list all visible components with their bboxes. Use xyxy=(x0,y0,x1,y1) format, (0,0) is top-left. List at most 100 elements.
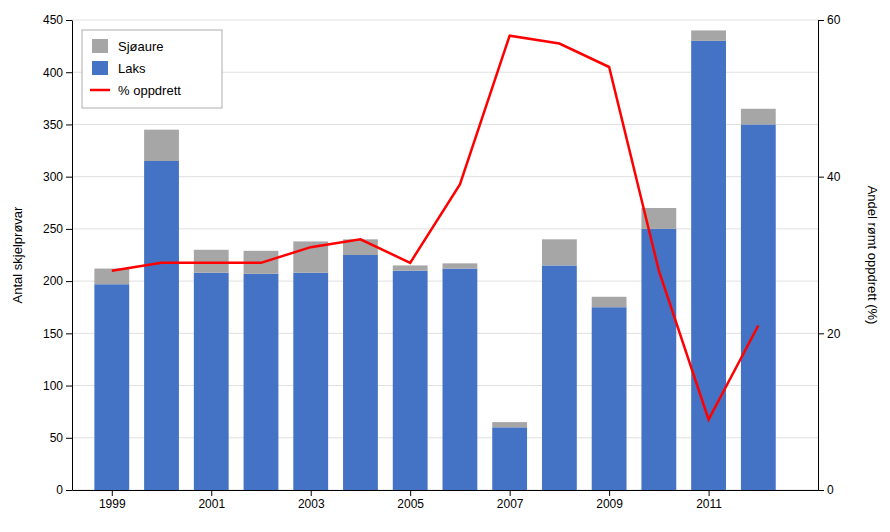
x-axis: 1999 2001 2003 2005 2007 2009 2011 xyxy=(73,490,819,511)
tick-mark xyxy=(410,490,411,496)
tick-label: 150 xyxy=(43,327,63,341)
tick: 20 xyxy=(818,327,841,341)
tick: 2009 xyxy=(596,490,623,511)
tick: 40 xyxy=(818,170,841,184)
tick-label: 2011 xyxy=(696,497,722,511)
tick-mark xyxy=(112,490,113,496)
legend-swatch xyxy=(92,39,108,53)
bar xyxy=(741,124,776,490)
bar xyxy=(194,250,229,273)
grid xyxy=(72,20,818,490)
axis-line xyxy=(72,21,73,491)
tick: 100 xyxy=(43,379,72,393)
bar xyxy=(741,109,776,125)
tick-label: 50 xyxy=(50,431,64,445)
legend-swatch xyxy=(92,61,108,75)
tick-mark xyxy=(66,333,72,334)
bar xyxy=(293,273,328,490)
bar xyxy=(592,297,627,307)
tick: 150 xyxy=(43,327,72,341)
tick: 400 xyxy=(43,66,72,80)
tick-mark xyxy=(709,490,710,496)
legend-item: % oppdrett xyxy=(90,83,181,98)
tick-label: 400 xyxy=(43,66,63,80)
tick-label: 250 xyxy=(43,222,63,236)
tick-label: 60 xyxy=(827,13,841,27)
tick-label: 1999 xyxy=(99,497,126,511)
bar xyxy=(592,307,627,490)
tick: 1999 xyxy=(99,490,126,511)
tick: 350 xyxy=(43,118,72,132)
y-axis: 0 50 100 150 200 250 300 350 400 450 xyxy=(43,13,73,497)
y-axis-title: Antal skjelprøvar xyxy=(10,206,25,303)
bar xyxy=(393,271,428,490)
bar xyxy=(94,284,129,490)
bar xyxy=(194,273,229,490)
tick: 250 xyxy=(43,222,72,236)
bar xyxy=(343,255,378,490)
tick-label: 20 xyxy=(827,327,841,341)
tick-mark xyxy=(211,490,212,496)
tick-mark xyxy=(66,281,72,282)
tick: 0 xyxy=(818,483,834,497)
tick: 2011 xyxy=(696,490,722,511)
tick-label: 2007 xyxy=(497,497,524,511)
legend: Sjøaure Laks % oppdrett xyxy=(82,30,222,108)
tick-mark xyxy=(609,490,610,496)
plot: 1999200120032005200720092011050100150200… xyxy=(10,13,880,510)
tick: 2001 xyxy=(198,490,225,511)
bar xyxy=(94,269,129,285)
tick: 2007 xyxy=(497,490,524,511)
tick-mark xyxy=(818,490,824,491)
grid-line xyxy=(72,20,818,21)
tick-label: 100 xyxy=(43,379,63,393)
legend-label: Laks xyxy=(118,61,146,76)
tick-mark xyxy=(510,490,511,496)
legend-label: Sjøaure xyxy=(118,39,164,54)
tick-mark xyxy=(66,490,72,491)
tick: 2003 xyxy=(298,490,325,511)
tick-label: 2003 xyxy=(298,497,325,511)
tick-mark xyxy=(66,229,72,230)
tick: 450 xyxy=(43,13,72,27)
tick: 0 xyxy=(56,483,72,497)
axis-line xyxy=(818,21,819,491)
tick-label: 2001 xyxy=(198,497,225,511)
tick-mark xyxy=(818,20,824,21)
y2-axis-title: Andel rømt oppdrett (%) xyxy=(865,186,880,325)
tick-label: 350 xyxy=(43,118,63,132)
legend-swatch xyxy=(90,89,110,92)
bar xyxy=(144,161,179,490)
legend-label: % oppdrett xyxy=(118,83,181,98)
tick-mark xyxy=(66,386,72,387)
tick-label: 0 xyxy=(827,483,834,497)
chart: 1999200120032005200720092011050100150200… xyxy=(0,0,890,532)
tick: 200 xyxy=(43,274,72,288)
tick-mark xyxy=(818,333,824,334)
bar xyxy=(542,239,577,265)
bar xyxy=(492,422,527,427)
tick-mark xyxy=(66,72,72,73)
bar xyxy=(393,265,428,270)
tick-mark xyxy=(66,438,72,439)
tick-mark xyxy=(311,490,312,496)
legend-box xyxy=(82,30,222,108)
tick-label: 300 xyxy=(43,170,63,184)
tick-label: 200 xyxy=(43,274,63,288)
legend-item: Sjøaure xyxy=(92,39,164,54)
tick-label: 2009 xyxy=(596,497,623,511)
legend-item: Laks xyxy=(92,61,146,76)
bar xyxy=(691,41,726,490)
bar xyxy=(443,263,478,268)
bar xyxy=(492,427,527,490)
bar xyxy=(691,30,726,40)
tick: 2005 xyxy=(397,490,424,511)
bar xyxy=(244,274,279,490)
axis-line xyxy=(73,490,819,491)
tick-mark xyxy=(818,177,824,178)
bar xyxy=(443,269,478,490)
tick-label: 2005 xyxy=(397,497,424,511)
tick-mark xyxy=(66,20,72,21)
tick-mark xyxy=(66,177,72,178)
bar xyxy=(542,265,577,490)
